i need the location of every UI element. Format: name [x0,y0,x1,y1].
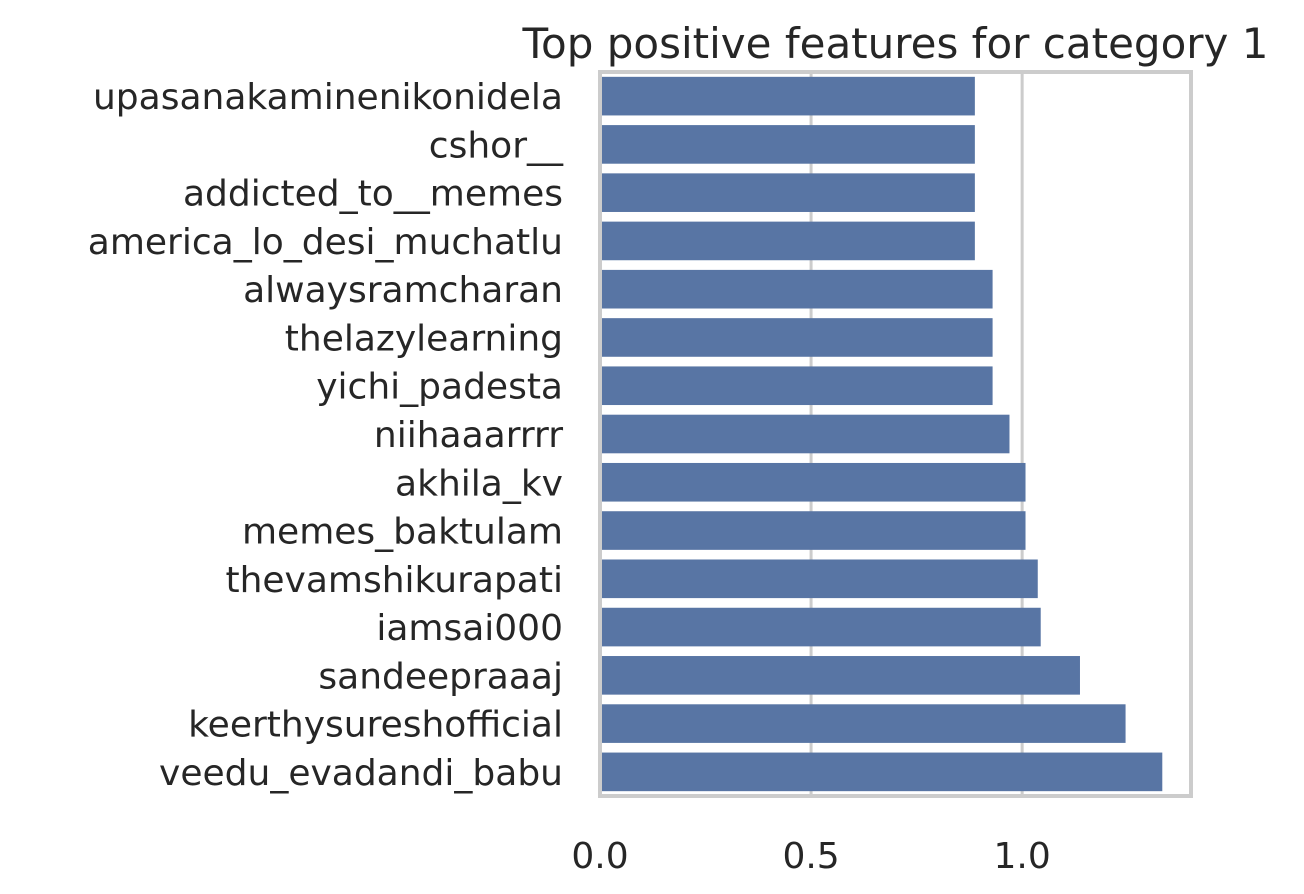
bar [600,462,1026,502]
x-tick-label: 0.0 [571,836,628,877]
bar [600,76,975,116]
bar [600,607,1041,647]
bar [600,414,1010,454]
plot-frame [598,70,1193,798]
x-tick-label: 1.0 [994,836,1051,877]
y-tick-label: upasanakaminenikonidela [93,77,563,118]
y-tick-label: veedu_evadandi_babu [159,753,563,794]
bar [600,318,993,357]
y-tick-label: alwaysramcharan [243,270,563,311]
y-tick-label: keerthysureshofficial [188,705,563,746]
bars [600,76,1163,792]
y-tick-label: addicted_to__memes [183,174,563,215]
y-tick-label: sandeepraaaj [318,656,563,697]
bar [600,173,975,212]
y-tick-label: cshor__ [429,125,564,166]
y-tick-label: yichi_padesta [316,367,563,408]
y-tick-label: akhila_kv [395,463,563,504]
y-tick-label: memes_baktulam [242,512,563,553]
bar [600,656,1080,695]
bar [600,511,1026,550]
bar [600,559,1038,599]
bar [600,221,975,261]
bar [600,752,1163,792]
y-tick-label: thelazylearning [285,318,563,359]
y-tick-label: niihaaarrrr [374,415,563,456]
y-tick-label: america_lo_desi_muchatlu [88,222,563,263]
x-tick-label: 0.5 [782,836,839,877]
y-tick-labels: upasanakaminenikonidela cshor__ addicted_t… [88,77,564,794]
bar [600,366,993,406]
bar [600,125,975,164]
chart-title: Top positive features for category 1 [522,19,1269,68]
x-tick-labels: 0.0 0.5 1.0 [571,836,1050,877]
y-tick-label: iamsai000 [376,608,563,649]
y-tick-label: thevamshikurapati [225,560,563,601]
bar [600,269,993,309]
bar [600,704,1126,743]
